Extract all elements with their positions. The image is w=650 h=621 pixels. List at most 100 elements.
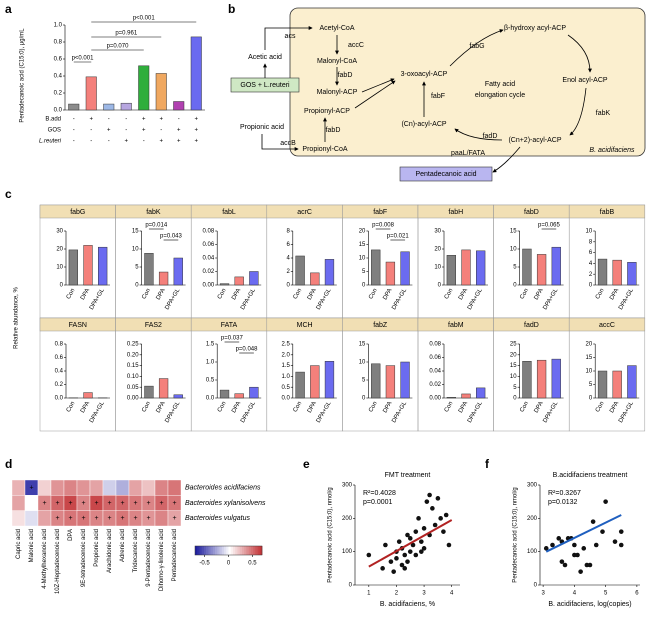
y-tick-label: 2.5 [281, 342, 290, 348]
point [443, 512, 449, 518]
y-tick-label: 15 [586, 355, 593, 361]
y-tick-label: 5 [589, 382, 593, 388]
x-tick-label: DPA+GL [618, 287, 635, 311]
metabolite: 3-oxoacyl-ACP [401, 71, 448, 78]
colorbar-step [239, 546, 243, 555]
point [413, 529, 419, 534]
colorbar-step [210, 546, 214, 555]
point [383, 542, 388, 548]
chart-title: FMT treatment [385, 472, 431, 479]
point [419, 539, 424, 544]
y-tick-label: 5 [362, 378, 366, 384]
input-label: GOS + L.reuteri [240, 82, 290, 89]
heat-cell [115, 479, 130, 496]
x-tick-label: DPA [156, 288, 167, 301]
row-label: B.add [45, 117, 61, 123]
y-tick-label: 4 [589, 261, 593, 267]
x-tick-label: DPA+GL [240, 287, 257, 311]
x-tick-label: DPA+GL [89, 400, 106, 424]
sig-mark: + [68, 500, 72, 507]
y-tick-label: 0.6 [54, 57, 63, 63]
colorbar-step [199, 546, 202, 555]
column-label: Malonic acid [29, 529, 35, 562]
bar [173, 101, 185, 111]
bar [155, 73, 167, 111]
bar [138, 65, 150, 111]
enzyme: accB [280, 140, 296, 147]
y-tick-label: 0.8 [54, 40, 63, 46]
metabolite: Propionic acid [240, 124, 284, 131]
y-tick-label: 0.4 [55, 369, 64, 375]
x-tick-label: DPA [231, 288, 242, 301]
bar [385, 261, 396, 286]
point [405, 532, 410, 538]
x-tick-label: DPA+GL [391, 400, 408, 424]
chart-title: B.acidifaciens treatment [553, 472, 628, 479]
annotation: p=0.037 [221, 336, 244, 342]
y-tick-label: 0 [60, 283, 64, 289]
colorbar-step [219, 546, 223, 555]
y-label: Pentadecanoic acid (C15:0), μg/mL [20, 28, 26, 123]
y-tick-label: 100 [342, 549, 353, 555]
panel-label: c [5, 187, 12, 201]
y-tick-label: 1.0 [281, 374, 290, 380]
x-tick-label: DPA [382, 401, 393, 414]
y-tick-label: 0 [438, 283, 442, 289]
y-tick-label: 20 [586, 342, 593, 348]
x-tick-label: DPA [156, 401, 167, 414]
x-tick-label: DPA+GL [240, 400, 257, 424]
y-tick-label: 10 [359, 360, 366, 366]
y-tick-label: 200 [527, 516, 538, 522]
colorbar-step [230, 546, 234, 555]
bar [83, 245, 93, 286]
point [550, 542, 555, 548]
y-tick-label: 0 [589, 396, 593, 402]
x-tick-label: DPA+GL [316, 400, 333, 424]
x-tick-label: Con [66, 288, 77, 301]
y-tick-label: 20 [359, 229, 366, 235]
y-tick-label: 10 [510, 247, 517, 253]
y-tick-label: 1.5 [206, 342, 215, 348]
sig-mark: + [133, 500, 137, 507]
y-tick-label: 0.0 [206, 396, 215, 402]
bar [83, 392, 93, 399]
bar [98, 246, 108, 286]
column-label: 9E-tetradecenoic acid [81, 529, 87, 587]
bar [310, 272, 320, 286]
y-tick-label: 2 [589, 272, 593, 278]
bar [234, 276, 244, 286]
column-label: Pentadecanoic acid [172, 529, 178, 581]
annotation: p<0.001 [133, 16, 156, 22]
annotation: p=0.0001 [363, 499, 392, 506]
y-label: Relative abundance, % [14, 286, 20, 348]
sign: + [194, 117, 198, 123]
metabolite: Acetic acid [248, 54, 282, 61]
bar [371, 363, 381, 399]
bar [476, 387, 486, 399]
colorbar-label: -0.5 [199, 561, 210, 567]
bar [219, 283, 230, 286]
y-tick-label: 300 [527, 483, 538, 489]
point [441, 529, 446, 534]
bar [85, 76, 97, 111]
y-label: Pentadecanoic acid (C15:0), nmol/g [513, 487, 519, 582]
bar [612, 370, 622, 399]
annotation: p=0.021 [387, 234, 410, 240]
point [578, 569, 583, 574]
point [590, 519, 596, 524]
sig-mark: + [42, 500, 46, 507]
x-tick-label: DPA [458, 288, 469, 301]
y-tick-label: 6 [589, 250, 593, 256]
y-tick-label: 15 [132, 229, 139, 235]
x-tick-label: Con [595, 401, 606, 414]
x-tick-label: Con [217, 288, 228, 301]
metabolite: β-hydroxy acyl-ACP [504, 25, 566, 32]
y-tick-label: 5 [135, 265, 139, 271]
y-tick-label: 20 [510, 352, 517, 358]
column-label: Propionic acid [94, 529, 100, 567]
colorbar-step [221, 546, 225, 555]
heat-cell [154, 510, 169, 527]
metabolite: (Cn)-acyl-ACP [401, 121, 446, 128]
x-tick-label: DPA [609, 401, 620, 414]
cell-title-bg [568, 317, 646, 332]
